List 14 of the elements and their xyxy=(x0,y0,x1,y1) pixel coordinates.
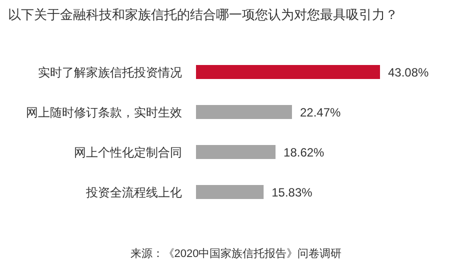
data-label: 15.83% xyxy=(272,185,313,200)
y-tick-label: 网上个性化定制合同 xyxy=(74,145,182,160)
bar xyxy=(196,145,276,159)
bar xyxy=(196,105,292,119)
y-tick-label: 网上随时修订条款，实时生效 xyxy=(26,105,182,120)
bar xyxy=(196,65,380,79)
chart-title: 以下关于金融科技和家族信托的结合哪一项您认为对您最具吸引力？ xyxy=(8,6,398,24)
y-tick-label: 投资全流程线上化 xyxy=(85,185,182,200)
data-label: 22.47% xyxy=(300,105,341,120)
bar xyxy=(196,185,264,199)
data-label: 18.62% xyxy=(284,145,325,160)
data-label: 43.08% xyxy=(388,65,430,80)
y-tick-label: 实时了解家族信托投资情况 xyxy=(38,65,182,80)
source-note: 来源：《2020中国家族信托报告》问卷调研 xyxy=(129,246,343,261)
